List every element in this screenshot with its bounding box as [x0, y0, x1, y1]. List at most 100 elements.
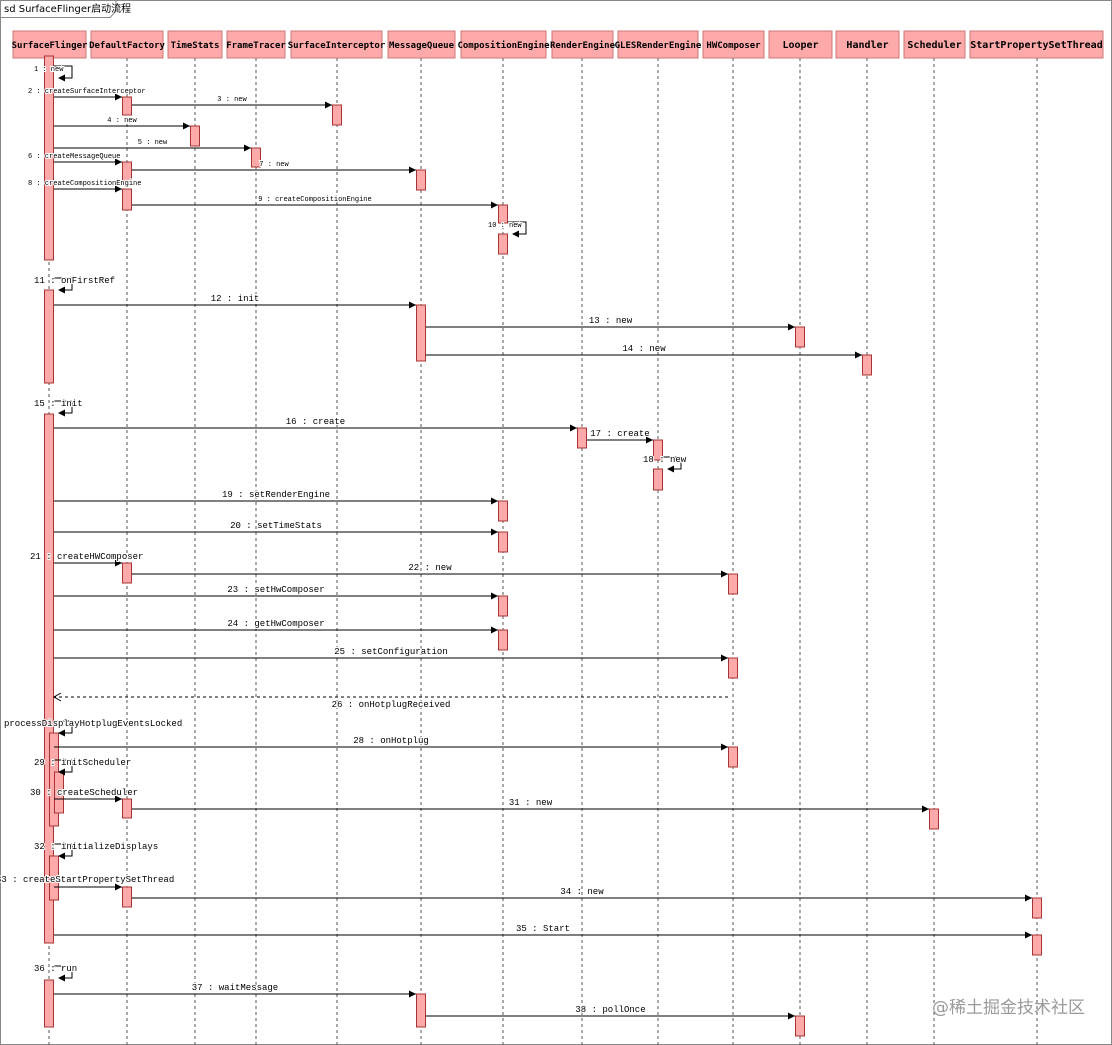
activation [862, 354, 872, 376]
arrowhead [491, 626, 498, 634]
arrowhead [115, 559, 122, 567]
arrowhead [721, 654, 728, 662]
arrowhead [667, 465, 674, 473]
participant-box [226, 30, 286, 59]
message-label: 17 : create [590, 429, 649, 439]
activation [416, 169, 426, 191]
activation [416, 304, 426, 362]
message-label: 10 : new [488, 222, 522, 230]
self-message [54, 400, 73, 414]
message-label: 12 : init [211, 294, 260, 304]
message-label: 6 : createMessageQueue [28, 153, 120, 161]
arrowhead [409, 990, 416, 998]
message-label: 22 : new [408, 563, 452, 573]
message-label: 23 : setHwComposer [227, 585, 324, 595]
self-message [54, 720, 73, 734]
message-label: 36 : run [34, 964, 77, 974]
activation [251, 147, 261, 168]
message-label: 33 : createStartPropertySetThread [0, 875, 174, 885]
message-label: 7 : new [259, 161, 289, 169]
participant-label: SurfaceFlinger [12, 40, 88, 51]
message-label: 28 : onHotplug [353, 736, 429, 746]
message-label: 38 : pollOnce [575, 1005, 645, 1015]
arrowhead [325, 101, 332, 109]
activation [122, 161, 132, 183]
message-label: 3 : new [217, 96, 247, 104]
participant-label: Handler [846, 40, 888, 51]
participant-box [460, 30, 547, 59]
participant-label: SurfaceInterceptor [288, 41, 386, 51]
participant-box [835, 30, 900, 59]
self-message [54, 759, 73, 773]
arrowhead [721, 743, 728, 751]
message-label: 15 : init [34, 399, 83, 409]
participant-label: CompositionEngine [457, 40, 550, 51]
participant-box [167, 30, 223, 59]
frame-tab [0, 0, 117, 18]
activation [498, 500, 508, 522]
message-label: 31 : new [509, 798, 553, 808]
activation [44, 289, 54, 384]
activation [332, 104, 342, 126]
activation [653, 468, 663, 491]
arrowhead [512, 230, 519, 238]
message-label: 13 : new [589, 316, 633, 326]
activation [498, 233, 508, 255]
activation [122, 562, 132, 584]
arrowhead [491, 497, 498, 505]
activation [795, 1015, 805, 1037]
self-message [508, 221, 527, 235]
activation [190, 125, 200, 147]
message-label: 32 : initializeDisplays [34, 842, 158, 852]
activation [1032, 934, 1042, 956]
arrowhead [115, 883, 122, 891]
activation [929, 808, 939, 830]
participant-label: FrameTracer [226, 41, 286, 51]
arrowhead [721, 570, 728, 578]
message-label: 35 : Start [516, 924, 570, 934]
activation [728, 657, 738, 679]
message-label: 37 : waitMessage [192, 983, 278, 993]
message-label: 9 : createCompositionEngine [258, 196, 371, 204]
arrowhead [183, 122, 190, 130]
activation [122, 188, 132, 211]
arrowhead [922, 805, 929, 813]
arrowhead [646, 436, 653, 444]
participant-label: DefaultFactory [89, 41, 165, 51]
participant-box [551, 30, 614, 59]
arrowhead [409, 301, 416, 309]
participant-box [617, 30, 699, 59]
arrowhead [115, 158, 122, 166]
arrowhead [570, 424, 577, 432]
message-label: 25 : setConfiguration [334, 647, 447, 657]
participant-label: StartPropertySetThread [970, 40, 1102, 51]
arrowhead [52, 692, 62, 702]
message-label: processDisplayHotplugEventsLocked [4, 719, 182, 729]
participant-label: GLESRenderEngine [615, 40, 702, 51]
activation [577, 427, 587, 449]
arrowhead [115, 795, 122, 803]
self-message [54, 843, 73, 857]
participant-box [90, 30, 164, 59]
arrowhead [409, 166, 416, 174]
arrowhead [58, 286, 65, 294]
message-label: 5 : new [138, 139, 168, 147]
arrowhead [491, 201, 498, 209]
arrowhead [855, 351, 862, 359]
message-label: 18 : new [643, 455, 687, 465]
participant-box [903, 30, 966, 59]
activation [49, 855, 59, 901]
message-label: 26 : onHotplugReceived [332, 700, 451, 710]
activation [416, 993, 426, 1028]
activation [653, 439, 663, 461]
self-message [54, 965, 73, 979]
arrowhead [1025, 894, 1032, 902]
arrowhead [58, 768, 65, 776]
participant-label: Scheduler [907, 40, 961, 51]
self-message [54, 65, 73, 79]
activation [1032, 897, 1042, 919]
participant-box [768, 30, 833, 59]
diagram-title: sd SurfaceFlinger启动流程 [4, 2, 131, 15]
